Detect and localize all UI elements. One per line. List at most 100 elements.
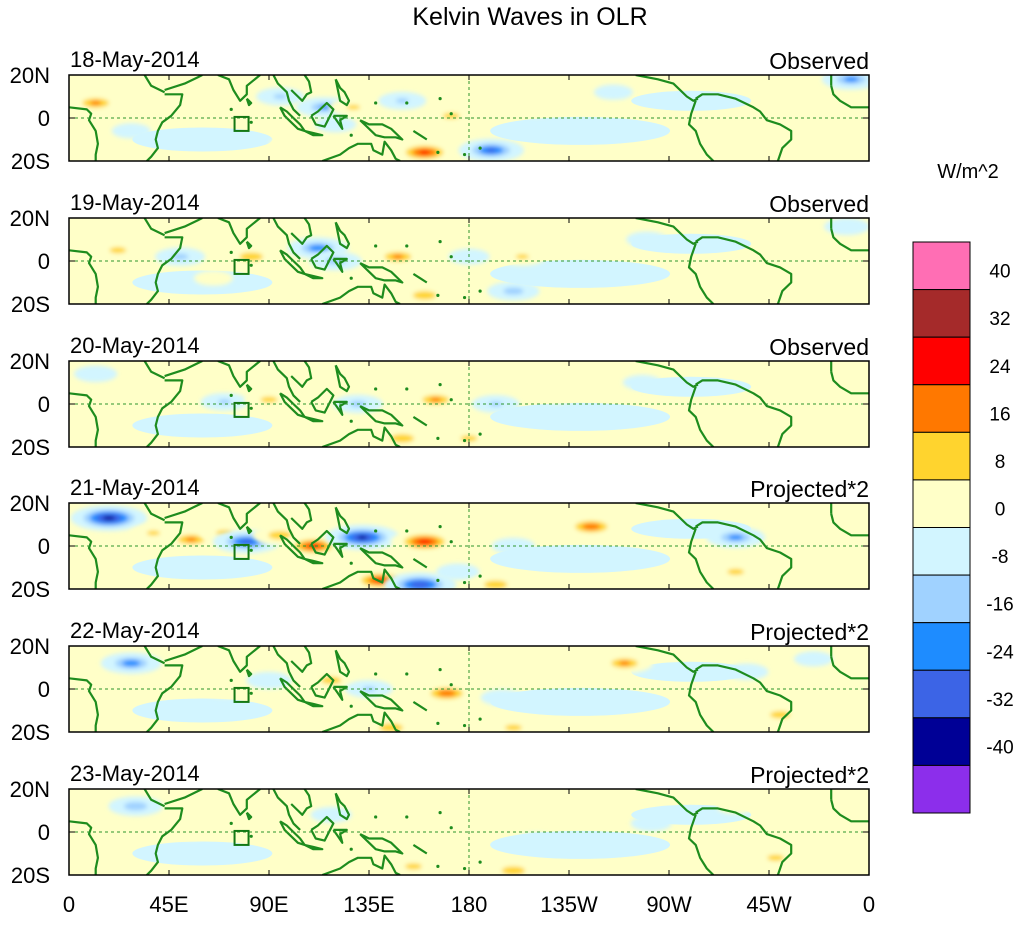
coastline bbox=[310, 244, 335, 271]
coastline bbox=[217, 646, 261, 673]
island bbox=[478, 717, 482, 721]
island bbox=[436, 436, 440, 440]
coastline bbox=[164, 218, 203, 235]
anomaly bbox=[329, 98, 378, 117]
anomaly-contour bbox=[442, 112, 460, 119]
coastline bbox=[245, 525, 253, 535]
island bbox=[374, 815, 378, 819]
island bbox=[438, 383, 442, 387]
anomaly-contour bbox=[445, 567, 470, 577]
coastline bbox=[695, 807, 793, 875]
reference-box bbox=[233, 686, 250, 703]
coastline bbox=[321, 568, 401, 589]
coastline bbox=[143, 646, 166, 665]
colorbar-tick-label: -32 bbox=[986, 690, 1013, 711]
coastline bbox=[164, 646, 203, 663]
y-tick-label: 0 bbox=[38, 820, 50, 845]
panels: 20N 0 20S 18-May-2014 Observed 20N 0 20S 19-May-… bbox=[10, 47, 870, 888]
island bbox=[438, 525, 442, 529]
anomaly-contour bbox=[405, 863, 422, 870]
colorbar-bin bbox=[912, 669, 971, 719]
coastline bbox=[412, 700, 428, 712]
island bbox=[478, 432, 482, 436]
coastline bbox=[272, 361, 301, 403]
island bbox=[405, 244, 409, 248]
colorbar-bin bbox=[912, 336, 971, 386]
coastline bbox=[146, 521, 184, 589]
background-streak bbox=[490, 544, 671, 573]
anomaly-contour bbox=[501, 866, 526, 875]
island bbox=[462, 580, 467, 585]
anomaly-contour bbox=[450, 813, 479, 825]
island bbox=[405, 672, 409, 676]
anomaly bbox=[516, 101, 556, 117]
anomaly-field bbox=[70, 505, 825, 589]
coastlines bbox=[69, 75, 869, 161]
anomaly bbox=[129, 524, 178, 542]
anomaly-contour bbox=[171, 253, 189, 260]
anomaly bbox=[630, 815, 672, 832]
anomaly-contour bbox=[593, 374, 611, 382]
coastline bbox=[687, 528, 715, 589]
colorbar-bin bbox=[912, 622, 971, 671]
anomaly bbox=[193, 270, 233, 286]
colorbar-bin bbox=[912, 717, 971, 766]
coastline bbox=[164, 75, 203, 92]
chart-title: Kelvin Waves in OLR bbox=[412, 3, 647, 31]
anomaly-contour bbox=[109, 247, 127, 254]
coastline bbox=[304, 700, 324, 708]
coastline bbox=[412, 129, 428, 141]
anomaly bbox=[487, 281, 540, 301]
coastline bbox=[321, 711, 401, 732]
background-streak bbox=[132, 555, 273, 580]
panel-19-May-2014: 20N 0 20S 19-May-2014 Observed bbox=[10, 190, 870, 317]
anomaly-contour bbox=[419, 150, 430, 155]
y-tick-label: 20S bbox=[11, 149, 50, 174]
coastline bbox=[332, 114, 348, 130]
island bbox=[405, 529, 409, 533]
anomaly-contour bbox=[547, 391, 569, 400]
coastline bbox=[332, 542, 348, 558]
anomaly-contour bbox=[640, 819, 662, 828]
anomaly-contour bbox=[805, 655, 822, 663]
island bbox=[462, 152, 467, 157]
panel-date: 20-May-2014 bbox=[70, 333, 200, 358]
y-tick-label: 0 bbox=[38, 392, 50, 417]
coastline bbox=[830, 799, 869, 823]
coastline bbox=[217, 789, 261, 816]
coastline bbox=[695, 379, 793, 447]
coastline bbox=[695, 521, 793, 589]
coastline bbox=[245, 97, 253, 107]
coastline bbox=[272, 789, 301, 831]
coastline bbox=[310, 672, 335, 699]
anomaly-contour bbox=[390, 434, 414, 443]
island bbox=[374, 387, 378, 391]
island bbox=[229, 821, 233, 826]
anomaly bbox=[246, 671, 292, 689]
island bbox=[249, 406, 253, 410]
y-tick-label: 0 bbox=[38, 677, 50, 702]
coastlines bbox=[69, 646, 869, 732]
island bbox=[249, 834, 253, 838]
coastline bbox=[321, 140, 401, 161]
coastline bbox=[272, 646, 301, 688]
anomaly-contour bbox=[102, 515, 116, 521]
colorbar-bin bbox=[912, 384, 971, 433]
colorbar-tick-label: -16 bbox=[986, 595, 1013, 616]
anomaly bbox=[426, 106, 477, 126]
island bbox=[374, 672, 378, 676]
coastline bbox=[635, 503, 699, 530]
coastline bbox=[310, 815, 335, 842]
anomaly-contour bbox=[122, 660, 141, 667]
coastline bbox=[687, 100, 715, 161]
coastline bbox=[217, 75, 261, 102]
anomaly bbox=[558, 663, 602, 681]
colorbar-tick-label: 32 bbox=[989, 309, 1010, 330]
coastline bbox=[304, 272, 324, 280]
background-streak bbox=[631, 90, 752, 111]
island bbox=[478, 146, 482, 150]
coastline bbox=[310, 529, 335, 556]
anomaly bbox=[416, 682, 478, 705]
island bbox=[249, 120, 253, 124]
